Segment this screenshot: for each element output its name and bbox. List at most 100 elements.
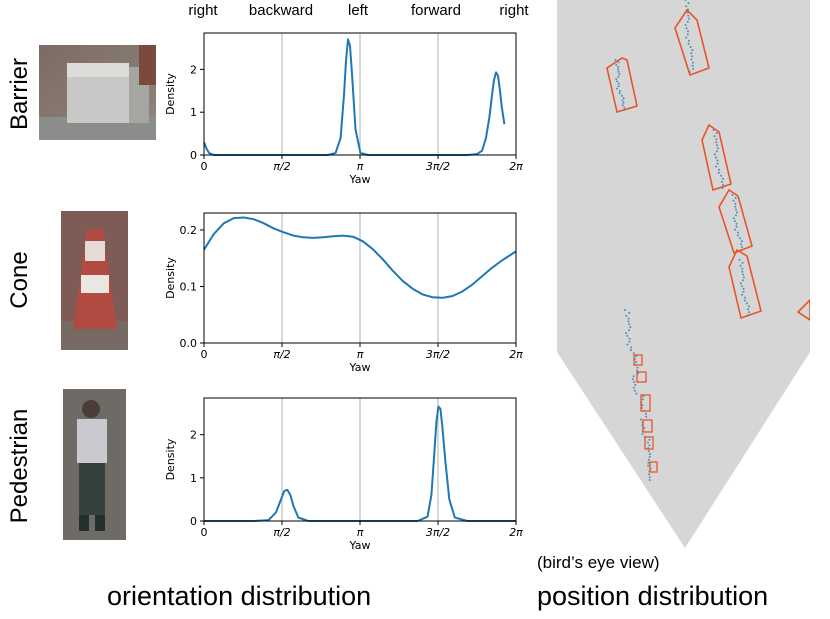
bev-point [635,360,638,363]
bev-point [740,243,742,246]
y-tick-label: 0.1 [180,280,198,293]
bev-point [633,389,636,392]
bev-point [747,308,749,311]
bev-point [617,66,620,69]
bev-point [648,455,651,458]
bev-point [687,2,690,5]
bev-point [635,392,638,395]
x-tick-label: 0 [201,348,208,361]
bev-point [648,479,651,481]
bev-point [741,246,743,249]
bev-point [732,199,735,202]
bev-point [621,99,624,102]
bev-point [732,217,735,220]
bev-point [625,332,628,335]
bev-point [735,211,738,214]
bev-point [736,234,739,237]
bev-point [631,378,634,381]
bev-point [618,90,621,92]
bev-point-cloud [614,0,750,481]
bev-point [741,240,743,243]
bev-point [617,61,620,64]
bev-point [685,27,688,30]
bev-point [714,156,717,159]
category-label-pedestrian: Pedestrian [6,408,33,524]
bev-point [741,267,744,270]
y-tick-label: 0.2 [180,224,198,237]
bev-point [735,225,738,228]
bev-box [644,436,654,450]
bev-point [715,132,718,135]
pedestrian-density-plot: 0 π/2 π 3π/2 2π 0 1 2 Yaw Density [164,397,523,552]
x-tick-label: π/2 [273,526,290,539]
bev-point [647,441,649,444]
bev-point [716,159,719,162]
cone-thumbnail [61,211,128,350]
bev-point [718,168,720,171]
category-label-barrier: Barrier [6,57,33,131]
density-curve [203,38,506,156]
bev-point [735,222,738,225]
bev-point [632,375,635,378]
density-curve [203,216,517,299]
x-tick-label: 3π/2 [426,348,450,361]
bev-point [617,68,619,71]
bev-point [623,106,626,109]
bev-point [648,473,650,476]
bev-box [728,248,762,320]
bev-point [741,293,744,296]
bev-point [615,78,618,80]
bev-point [636,369,639,372]
x-axis-label: Yaw [349,539,371,552]
bev-box [640,394,651,412]
x-tick-label: 2π [509,526,523,539]
bev-point [722,183,724,186]
x-tick-label: π/2 [273,348,290,361]
category-label-cone: Cone [6,251,33,309]
bev-point [645,415,648,418]
direction-label-right-start: right [188,2,218,19]
bev-point [614,59,617,61]
bev-point [618,73,621,76]
bev-point [647,450,650,453]
bev-point [715,141,718,144]
bev-point [741,270,744,273]
direction-label-backward: backward [248,2,314,19]
bev-point [743,299,746,302]
bev-point [716,144,718,147]
barrier-thumbnail [39,45,156,140]
bev-box [633,354,643,366]
bev-point [617,85,620,88]
y-axis-label: Density [164,438,177,480]
y-axis-label: Density [164,257,177,299]
bev-point [734,228,737,231]
bev-point [687,30,689,33]
bev-point [632,386,635,389]
bev-point [636,366,639,369]
bev-box [636,371,647,383]
bev-point [716,162,719,165]
bev-box [701,123,732,192]
bev-point [742,287,745,290]
bev-point [648,438,651,441]
bev-point [716,147,719,150]
bev-point [641,404,644,407]
bev-box [796,298,810,321]
barrier-density-plot: 0 π/2 π 3π/2 2π 0 1 2 Yaw Density [164,32,523,186]
bev-point [627,320,630,323]
bev-point [748,311,750,314]
bev-point [647,458,650,461]
bev-field-of-view [557,0,810,548]
bev-point [633,381,636,383]
bev-position-map [557,0,810,548]
direction-label-forward: forward [410,2,462,19]
bev-point [740,285,743,288]
bev-point [720,174,723,177]
bev-point [629,349,632,352]
bev-point [616,87,618,90]
bev-point [628,329,630,332]
bev-box [674,8,710,77]
bev-point [742,273,744,276]
bev-point [628,340,631,343]
bev-point [748,305,750,308]
